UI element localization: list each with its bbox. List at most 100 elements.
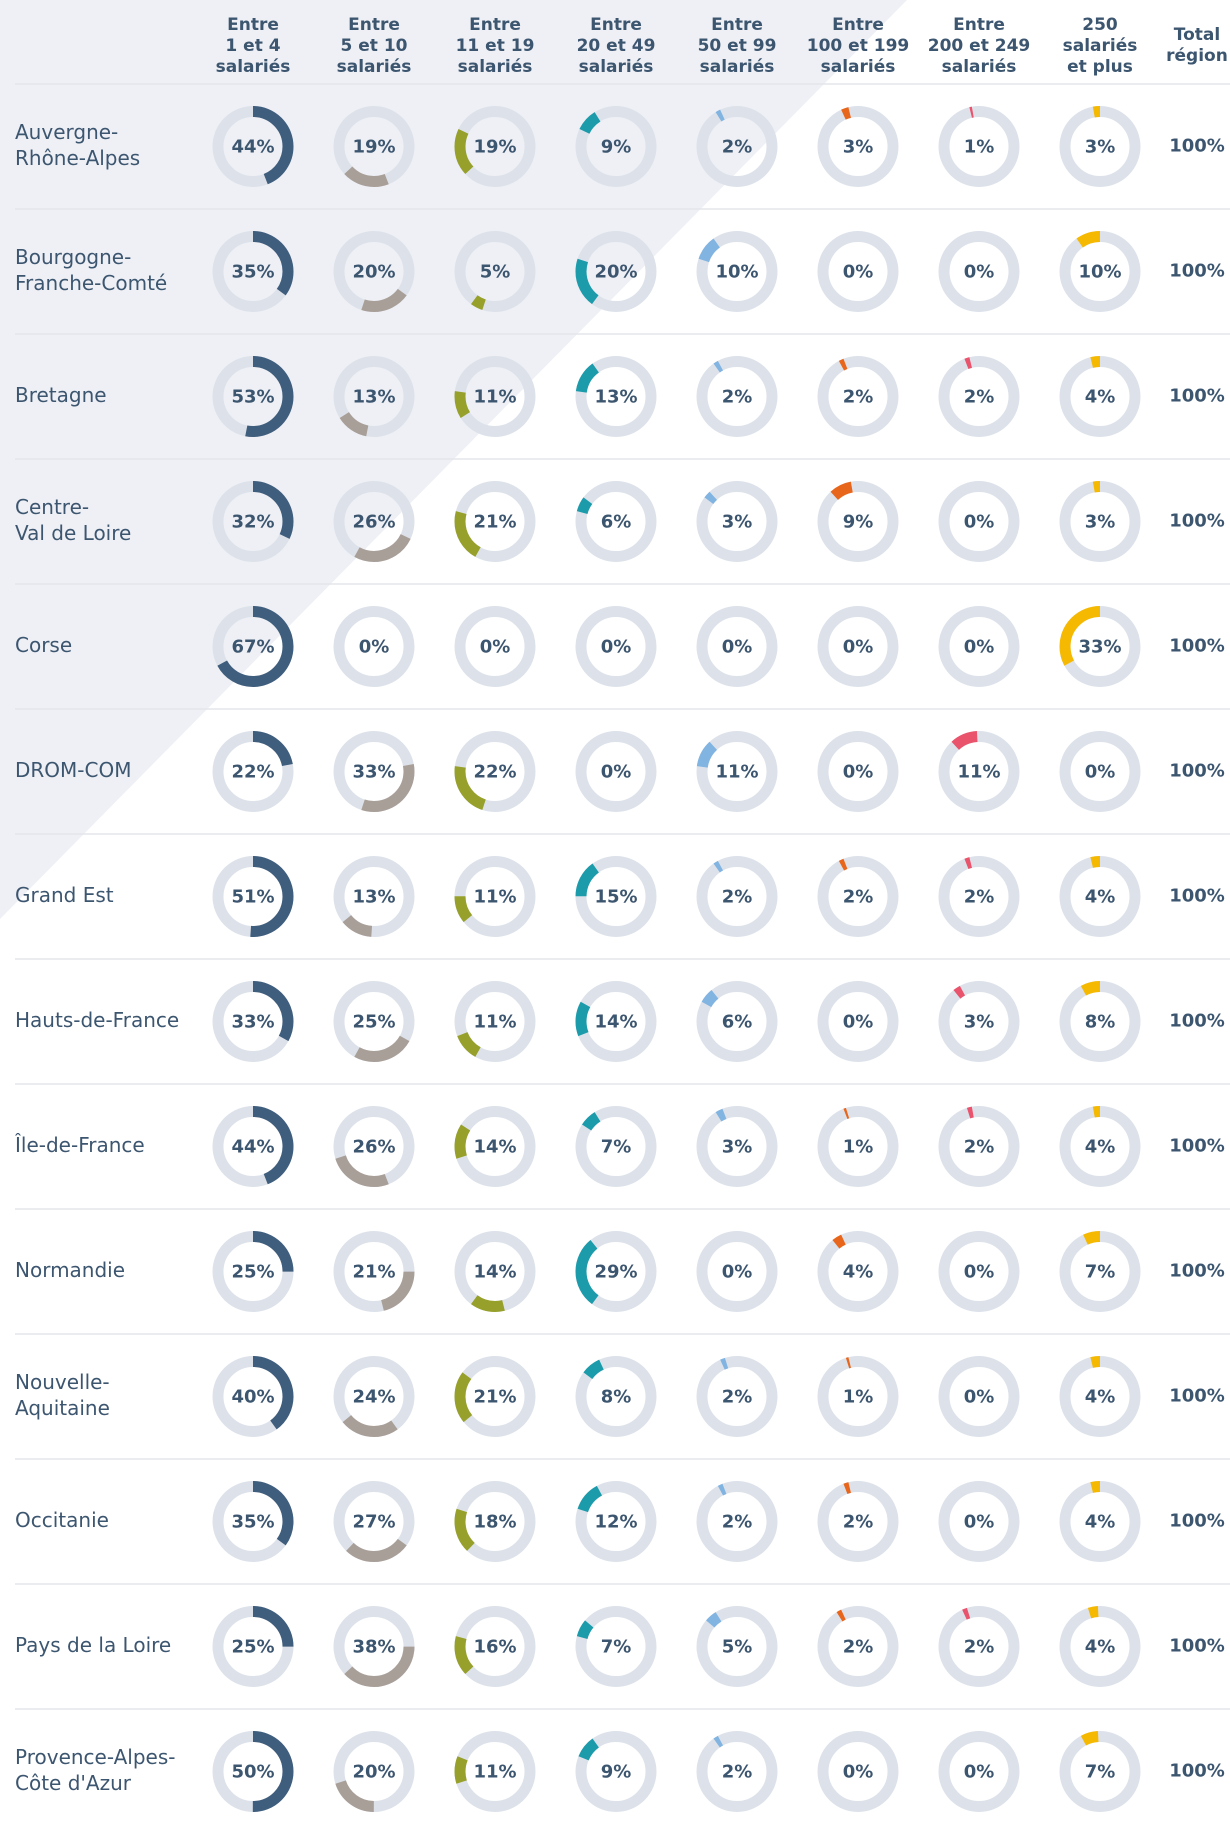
total-label: 100% [1169, 636, 1225, 657]
donut-arc [212, 231, 294, 312]
value-label: 0% [964, 1262, 995, 1283]
value-label: 18% [473, 1512, 516, 1533]
value-label: 3% [1085, 137, 1116, 158]
value-label: 1% [843, 1387, 874, 1408]
donut-track [938, 731, 1020, 812]
total-label: 100% [1169, 886, 1225, 907]
donut-arc [1059, 856, 1141, 937]
region-label: Franche-Comté [15, 271, 167, 295]
value-label: 20% [352, 1762, 395, 1783]
donut-track [817, 856, 899, 937]
value-label: 2% [964, 887, 995, 908]
column-header: 250 [1082, 15, 1118, 35]
donut-track [575, 481, 657, 562]
donut-arc [333, 1356, 415, 1437]
value-label: 35% [231, 262, 274, 283]
value-label: 0% [359, 637, 390, 658]
donut-arc [212, 1731, 294, 1812]
value-label: 1% [964, 137, 995, 158]
value-label: 32% [231, 512, 274, 533]
column-header: salariés [337, 57, 412, 77]
value-label: 10% [1078, 262, 1121, 283]
value-label: 38% [352, 1637, 395, 1658]
value-label: 4% [1085, 887, 1116, 908]
donut-track [333, 606, 415, 687]
column-header: salariés [700, 57, 775, 77]
column-header: 50 et 99 [698, 36, 777, 56]
value-label: 0% [722, 637, 753, 658]
donut-track [454, 231, 536, 312]
column-header: salariés [216, 57, 291, 77]
value-label: 8% [601, 1387, 632, 1408]
donut-track [938, 1481, 1020, 1562]
value-label: 0% [601, 762, 632, 783]
column-header: 5 et 10 [341, 36, 408, 56]
donut-arc [454, 1106, 536, 1187]
total-label: 100% [1169, 1511, 1225, 1532]
value-label: 6% [601, 512, 632, 533]
total-label: 100% [1169, 1761, 1225, 1782]
donut-arc [333, 1606, 415, 1687]
donut-track [938, 1731, 1020, 1812]
value-label: 7% [1085, 1262, 1116, 1283]
donut-arc [1059, 606, 1141, 687]
donut-track [696, 981, 778, 1062]
donut-track [454, 981, 536, 1062]
donut-arc [454, 106, 536, 187]
donut-track [938, 1106, 1020, 1187]
donut-arc [575, 1231, 657, 1312]
value-label: 4% [1085, 387, 1116, 408]
value-label: 13% [352, 887, 395, 908]
region-label: Corse [15, 633, 72, 657]
value-label: 26% [352, 1137, 395, 1158]
value-label: 13% [352, 387, 395, 408]
column-header: région [1166, 46, 1228, 66]
donut-track [575, 1731, 657, 1812]
value-label: 16% [473, 1637, 516, 1658]
column-header: salariés [1063, 36, 1138, 56]
value-label: 6% [722, 1012, 753, 1033]
donut-track [696, 1106, 778, 1187]
value-label: 7% [601, 1137, 632, 1158]
value-label: 3% [1085, 512, 1116, 533]
value-label: 9% [601, 1762, 632, 1783]
value-label: 2% [722, 387, 753, 408]
donut-track [817, 1356, 899, 1437]
column-header: 200 et 249 [928, 36, 1030, 56]
donut-arc [454, 1731, 536, 1812]
total-label: 100% [1169, 761, 1225, 782]
value-label: 8% [1085, 1012, 1116, 1033]
value-label: 2% [964, 387, 995, 408]
donut-arc [212, 856, 294, 937]
donut-arc [1059, 481, 1141, 562]
donut-arc [212, 1231, 294, 1312]
value-label: 0% [964, 512, 995, 533]
value-label: 2% [843, 1512, 874, 1533]
donut-track [575, 1356, 657, 1437]
value-label: 4% [1085, 1637, 1116, 1658]
value-label: 35% [231, 1512, 274, 1533]
value-label: 4% [1085, 1387, 1116, 1408]
donut-arc [333, 1481, 415, 1562]
donut-track [575, 1106, 657, 1187]
donut-track [1059, 1731, 1141, 1812]
value-label: 1% [843, 1137, 874, 1158]
value-label: 53% [231, 387, 274, 408]
value-label: 44% [231, 1137, 274, 1158]
donut-track [696, 1356, 778, 1437]
column-header: et plus [1067, 57, 1133, 77]
value-label: 33% [1078, 637, 1121, 658]
value-label: 0% [964, 1762, 995, 1783]
column-header: 1 et 4 [225, 36, 280, 56]
value-label: 67% [231, 637, 274, 658]
region-label: DROM-COM [15, 758, 131, 782]
donut-track [817, 1606, 899, 1687]
donut-track [575, 356, 657, 437]
donut-arc [212, 1356, 294, 1437]
value-label: 2% [843, 887, 874, 908]
donut-track [938, 856, 1020, 937]
donut-arc [212, 106, 294, 187]
donut-track [938, 606, 1020, 687]
column-header: salariés [821, 57, 896, 77]
